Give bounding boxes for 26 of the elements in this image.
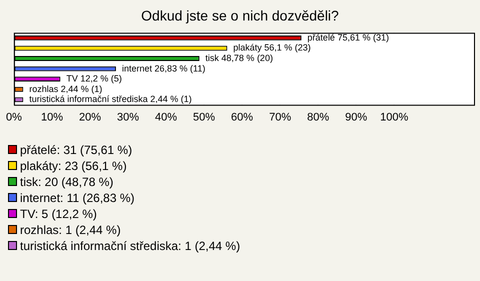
category-label: plakáty 56,1 % (23) bbox=[233, 42, 311, 53]
text: internet: 11 (26,83 %) bbox=[20, 191, 135, 205]
x-tick-label: 30% bbox=[116, 111, 140, 124]
text: turistická informační střediska: 1 (2,44 %) bbox=[20, 239, 240, 253]
category-label: turistická informační střediska 2,44 % (1) bbox=[29, 94, 192, 104]
chart-title: Odkud jste se o nich dozvěděli? bbox=[141, 7, 340, 24]
x-tick-label: 0% bbox=[6, 111, 22, 124]
text: tisk: 20 (48,78 %) bbox=[20, 175, 114, 189]
category-label: přátelé 75,61 % (31) bbox=[307, 32, 389, 42]
text: rozhlas: 1 (2,44 %) bbox=[20, 223, 121, 237]
x-tick-label: 60% bbox=[231, 111, 254, 124]
text: přátelé: 31 (75,61 %) bbox=[20, 143, 132, 157]
x-tick-label: 90% bbox=[345, 111, 368, 124]
category-label: TV 12,2 % (5) bbox=[66, 74, 122, 84]
x-tick-label: 40% bbox=[155, 111, 178, 124]
x-tick-label: 100% bbox=[380, 111, 408, 124]
x-tick-label: 10% bbox=[40, 111, 64, 124]
category-label: internet 26,83 % (11) bbox=[122, 63, 206, 74]
x-tick-label: 50% bbox=[193, 111, 216, 124]
category-label: rozhlas 2,44 % (1) bbox=[29, 84, 102, 94]
x-tick-label: 80% bbox=[307, 111, 330, 124]
x-tick-label: 20% bbox=[78, 111, 102, 124]
text: plakáty: 23 (56,1 %) bbox=[20, 159, 127, 173]
category-label: tisk 48,78 % (20) bbox=[205, 53, 273, 63]
text: TV: 5 (12,2 %) bbox=[20, 207, 97, 221]
x-tick-label: 70% bbox=[269, 111, 292, 124]
